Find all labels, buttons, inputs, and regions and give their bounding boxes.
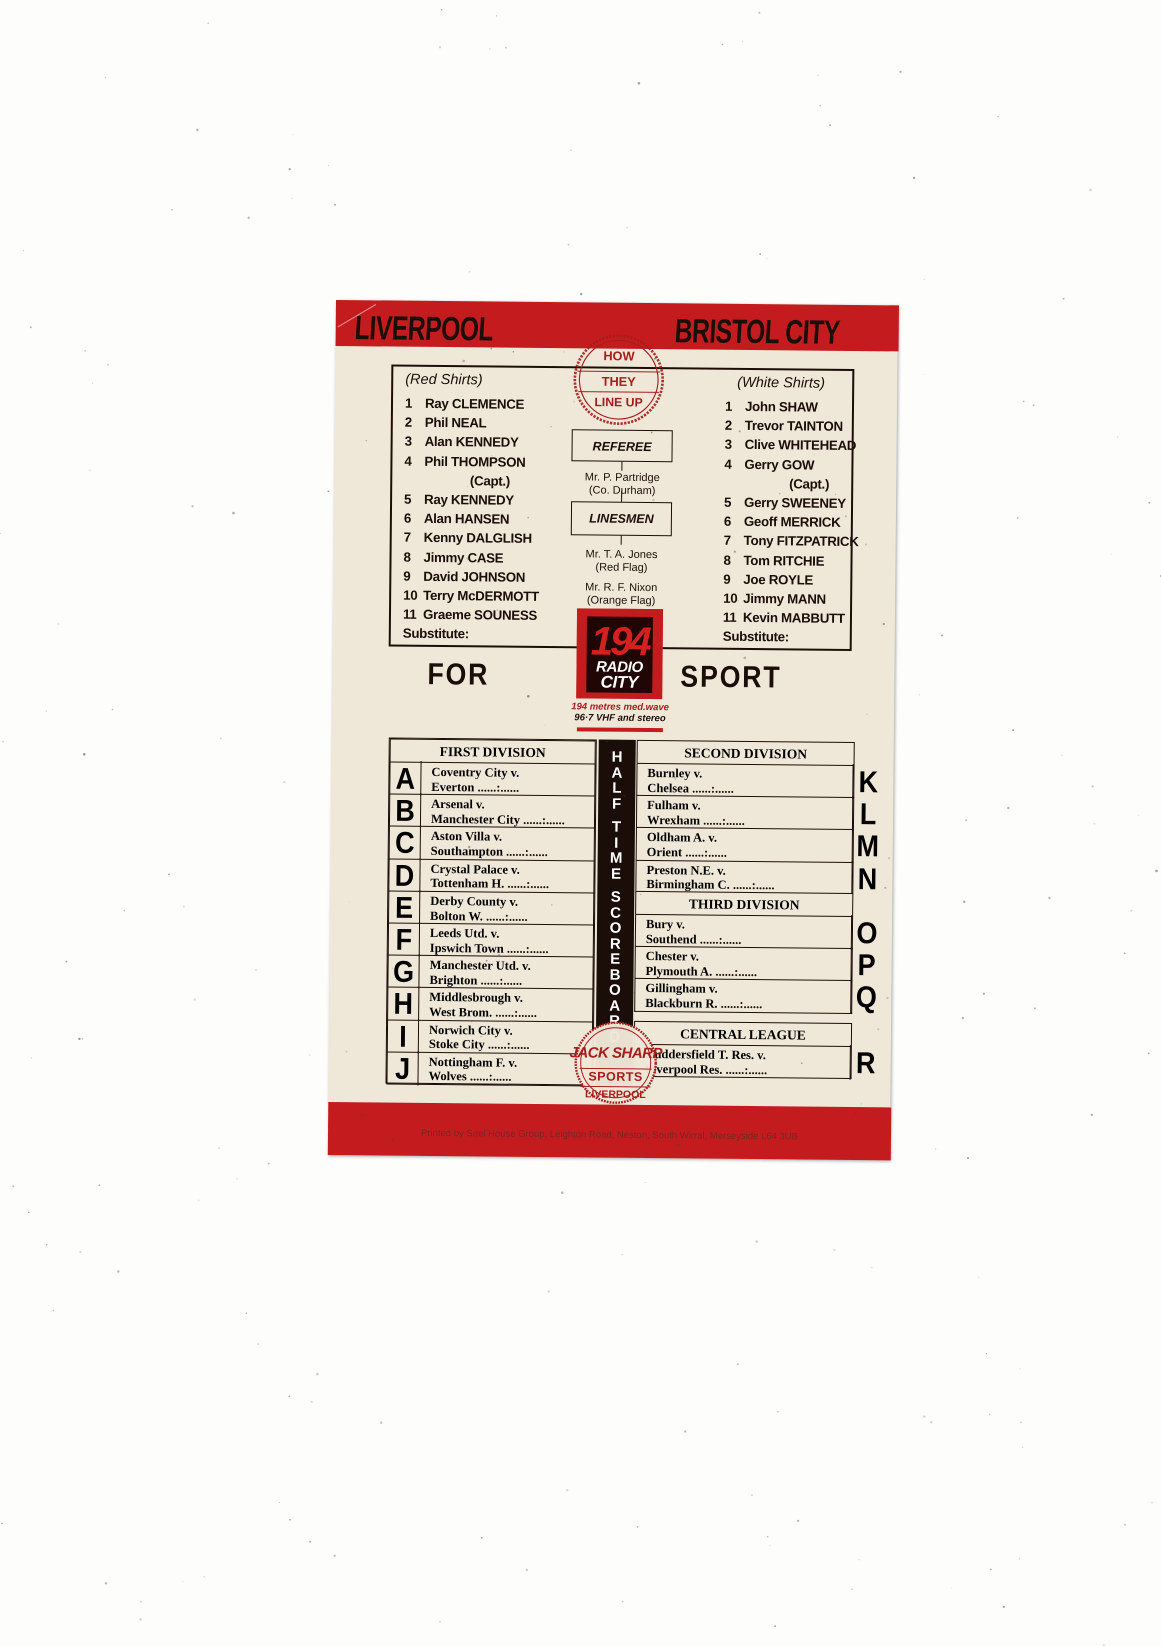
svg-text:LINE UP: LINE UP [594,395,642,409]
svg-text:SPORTS: SPORTS [588,1069,643,1084]
svg-text:194: 194 [591,619,652,664]
svg-text:JACK SHARP: JACK SHARP [569,1044,663,1062]
svg-text:LIVERPOOL: LIVERPOOL [585,1088,646,1101]
svg-text:HOW: HOW [603,348,635,363]
svg-text:THEY: THEY [602,374,637,389]
svg-text:CITY: CITY [600,673,640,692]
